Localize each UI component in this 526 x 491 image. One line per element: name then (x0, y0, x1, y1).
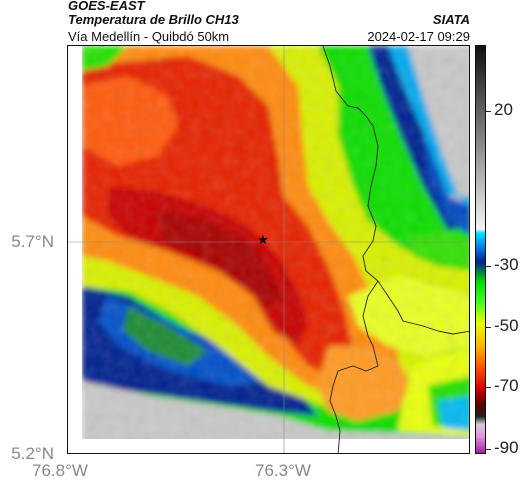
x-tick-label: 76.3°W (255, 461, 311, 480)
texture-overlay (68, 46, 469, 453)
colorbar-gradient (476, 46, 485, 453)
map-canvas: ★ (68, 46, 469, 453)
organization-label: SIATA (432, 12, 470, 27)
x-tick-label: 76.8°W (32, 461, 88, 480)
boundary-line-south (329, 280, 379, 453)
colorbar-label: -50 (494, 316, 519, 335)
y-tick-label: 5.7°N (11, 232, 54, 251)
colorbar-tick (486, 387, 491, 388)
timestamp: 2024-02-17 09:29 (367, 29, 470, 44)
colorbar (475, 45, 486, 454)
colorbar-label: -30 (494, 255, 519, 274)
colorbar-tick (486, 327, 491, 328)
colorbar-label: 20 (494, 100, 513, 119)
colorbar-tick (486, 266, 491, 267)
product-title: Temperatura de Brillo CH13 (68, 12, 239, 27)
colorbar-label: -90 (494, 438, 519, 457)
star-icon: ★ (257, 232, 269, 247)
route-subtitle: Vía Medellín - Quibdó 50km (68, 29, 230, 44)
colorbar-tick (486, 449, 491, 450)
colorbar-label: -70 (494, 376, 519, 395)
boundary-line (322, 46, 469, 335)
brightness-temperature-map[interactable]: ★ (67, 45, 470, 454)
y-tick-label: 5.2°N (11, 444, 54, 463)
satellite-title: GOES-EAST (68, 0, 145, 13)
colorbar-tick (486, 111, 491, 112)
